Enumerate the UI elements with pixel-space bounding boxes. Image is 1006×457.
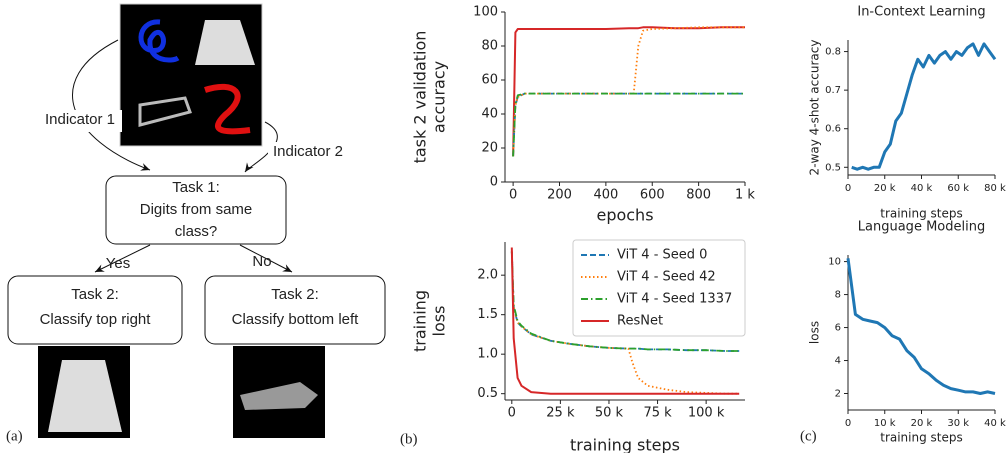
series-line: [852, 44, 995, 169]
y-tick-label: 2.0: [477, 268, 498, 283]
x-tick-label: 100 k: [688, 406, 725, 421]
x-tick-label: 25 k: [546, 406, 575, 421]
task-text: Task 2:: [271, 286, 319, 303]
y-tick-label: 6: [835, 323, 841, 334]
y-tick-label: 40: [481, 107, 498, 122]
branch-label: No: [252, 253, 271, 270]
legend-label: ResNet: [617, 314, 663, 329]
task-text: Task 1:: [172, 179, 220, 196]
branch-label: Yes: [106, 255, 130, 272]
task-text: Task 2:: [71, 286, 119, 303]
x-tick-label: 600: [640, 188, 665, 203]
series-line: [513, 27, 745, 156]
y-tick-label: 0.7: [825, 85, 841, 96]
x-tick-label: 200: [547, 188, 572, 203]
chart: 0 20 40 60 80 100 0 200 400 600 800 1 k epochs task 2…: [411, 5, 756, 225]
y-tick-label: 0.5: [825, 162, 841, 173]
task-text: Classify top right: [40, 311, 152, 328]
y-tick-label: 4: [835, 356, 841, 367]
x-tick-label: 50 k: [595, 406, 624, 421]
task-text: Digits from same: [140, 201, 253, 218]
x-tick-label: 0: [845, 183, 851, 194]
x-tick-label: 40 k: [984, 418, 1006, 429]
y-axis-label: loss: [430, 306, 449, 337]
y-tick-label: 2: [835, 389, 841, 400]
y-tick-label: 0.6: [825, 124, 841, 135]
x-tick-label: 0: [508, 406, 516, 421]
x-tick-label: 75 k: [643, 406, 672, 421]
x-axis-label: training steps: [880, 207, 963, 221]
x-tick-label: 40 k: [911, 183, 933, 194]
series-line: [513, 27, 745, 156]
x-tick-label: 30 k: [947, 418, 969, 429]
task-text: Classify bottom left: [232, 311, 360, 328]
y-tick-label: 10: [828, 257, 841, 268]
x-tick-label: 20 k: [874, 183, 896, 194]
task-text: class?: [175, 223, 218, 240]
y-tick-label: 1.5: [477, 307, 498, 322]
x-axis-label: epochs: [596, 206, 653, 225]
panel-label: (a): [6, 428, 23, 444]
y-axis-label: 2-way 4-shot accuracy: [808, 40, 822, 176]
y-axis-label: training: [411, 290, 430, 352]
series-line: [513, 94, 745, 157]
series-line: [513, 94, 745, 157]
y-axis-label: accuracy: [430, 61, 449, 133]
x-tick-label: 0: [509, 188, 517, 203]
chart-title: In-Context Learning: [857, 5, 985, 20]
indicator-label: Indicator 2: [273, 143, 343, 160]
chart: 2 4 6 8 10 0 10 k 20 k 30 k 40 k training steps los…: [808, 220, 1006, 445]
legend-label: ViT 4 - Seed 1337: [617, 292, 732, 307]
y-axis-label: loss: [808, 321, 822, 344]
x-tick-label: 60 k: [947, 183, 969, 194]
x-tick-label: 400: [593, 188, 618, 203]
x-tick-label: 1 k: [735, 188, 755, 203]
y-tick-label: 1.0: [477, 347, 498, 362]
panel-label: (b): [400, 431, 418, 447]
indicator-label: Indicator 1: [45, 111, 115, 128]
legend-label: ViT 4 - Seed 42: [617, 270, 716, 285]
x-tick-label: 0: [845, 418, 851, 429]
y-tick-label: 0.8: [825, 47, 841, 58]
chart-title: Language Modeling: [858, 220, 985, 235]
y-tick-label: 0.5: [477, 386, 498, 401]
y-tick-label: 0: [490, 175, 498, 190]
y-tick-label: 20: [481, 141, 498, 156]
y-tick-label: 8: [835, 290, 841, 301]
x-tick-label: 20 k: [911, 418, 933, 429]
legend-label: ViT 4 - Seed 0: [617, 248, 707, 263]
y-tick-label: 100: [473, 5, 498, 20]
x-axis-label: training steps: [880, 431, 963, 445]
x-tick-label: 800: [686, 188, 711, 203]
chart: 0.5 1.0 1.5 2.0 0 25 k 50 k 75 k 100 k training s…: [411, 240, 746, 453]
chart: 0.5 0.6 0.7 0.8 0 20 k 40 k 60 k 80 k training st…: [808, 5, 1006, 221]
y-tick-label: 60: [481, 73, 498, 88]
y-axis-label: task 2 validation: [411, 31, 430, 164]
x-axis-label: training steps: [570, 436, 680, 454]
panel-label: (c): [800, 428, 817, 444]
y-tick-label: 80: [481, 39, 498, 54]
x-tick-label: 10 k: [874, 418, 896, 429]
series-line: [848, 258, 995, 393]
x-tick-label: 80 k: [984, 183, 1006, 194]
